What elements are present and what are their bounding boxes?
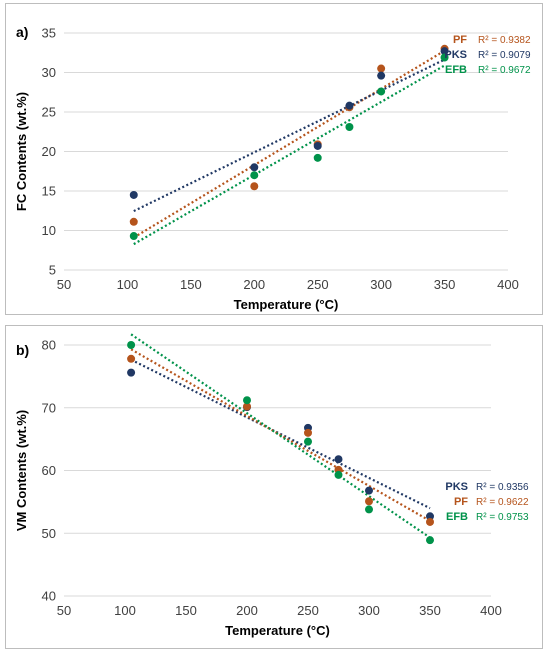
x-tick-label: 350 [419, 603, 441, 618]
data-point-pks [426, 512, 434, 521]
legend-r2-pks: R² = 0.9079 [478, 50, 531, 61]
data-point-efb [129, 232, 138, 241]
legend-name-efb: EFB [445, 64, 467, 76]
data-point-pks [377, 71, 386, 80]
legend-name-pks: PKS [445, 481, 468, 493]
legend-r2-efb: R² = 0.9672 [478, 65, 531, 76]
legend-r2-efb: R² = 0.9753 [476, 512, 529, 523]
data-point-efb [127, 341, 136, 349]
trendline-efb [133, 64, 446, 246]
fc-contents-chart: a) 5 10 15 20 25 30 35 50 100 150 200 250 300 350 400 Te… [14, 24, 531, 312]
data-point-efb [243, 396, 251, 405]
data-point-pks [127, 368, 136, 377]
legend-name-pks: PKS [444, 49, 467, 61]
data-point-efb [377, 87, 386, 96]
y-tick-label: 5 [49, 263, 56, 278]
trendline-pks [133, 58, 446, 213]
x-tick-label: 250 [297, 603, 319, 618]
x-tick-label: 400 [497, 277, 519, 292]
data-point-pf [250, 182, 259, 191]
data-point-pks [250, 163, 259, 172]
data-point-efb [365, 505, 373, 514]
data-point-pf [127, 354, 136, 363]
y-axis-title: VM Contents (wt.%) [14, 410, 29, 531]
legend-name-pf: PF [453, 34, 467, 46]
panel-label: b) [16, 342, 29, 358]
x-axis-title: Temperature (°C) [225, 623, 330, 638]
data-point-pks [334, 455, 343, 464]
data-point-efb [345, 123, 354, 132]
data-point-pf [129, 217, 138, 226]
legend-name-efb: EFB [446, 511, 468, 523]
x-tick-label: 300 [358, 603, 380, 618]
legend-r2-pf: R² = 0.9622 [476, 497, 529, 508]
y-tick-label: 10 [42, 223, 56, 238]
data-point-pf [304, 428, 312, 437]
y-tick-label: 80 [42, 338, 56, 353]
x-tick-label: 150 [180, 277, 202, 292]
x-tick-label: 50 [57, 277, 71, 292]
data-point-pks [345, 101, 354, 110]
panel-label: a) [16, 24, 28, 40]
trendline-efb [130, 333, 431, 539]
x-tick-label: 350 [434, 277, 456, 292]
x-tick-label: 300 [370, 277, 392, 292]
y-tick-label: 35 [42, 26, 56, 41]
chart-panel-b: b) 40 50 60 70 80 50 100 150 200 250 300 350 400 Tempe… [5, 325, 543, 649]
data-point-pf [243, 402, 251, 411]
data-point-pks [365, 486, 373, 495]
y-tick-label: 40 [42, 589, 56, 604]
data-point-pf [365, 497, 373, 506]
x-axis-title: Temperature (°C) [234, 297, 339, 312]
chart-panel-a: a) 5 10 15 20 25 30 35 50 100 150 200 250 300 350 400 Te… [5, 3, 543, 315]
legend-r2-pks: R² = 0.9356 [476, 482, 529, 493]
x-tick-label: 200 [236, 603, 258, 618]
legend-r2-pf: R² = 0.9382 [478, 35, 531, 46]
y-axis-title: FC Contents (wt.%) [14, 92, 29, 211]
data-point-efb [334, 470, 343, 479]
x-tick-label: 400 [480, 603, 502, 618]
y-tick-label: 25 [42, 105, 56, 120]
y-tick-label: 30 [42, 65, 56, 80]
x-tick-label: 50 [57, 603, 71, 618]
x-tick-label: 250 [307, 277, 329, 292]
data-point-pks [440, 47, 449, 56]
data-point-pks [129, 190, 138, 199]
y-tick-label: 15 [42, 184, 56, 199]
x-tick-label: 150 [175, 603, 197, 618]
data-point-efb [440, 53, 449, 62]
y-tick-label: 70 [42, 400, 56, 415]
y-tick-label: 50 [42, 526, 56, 541]
x-tick-label: 100 [117, 277, 139, 292]
data-point-efb [250, 171, 259, 180]
data-point-efb [313, 153, 322, 162]
data-point-pks [313, 141, 322, 150]
data-point-pf [426, 517, 434, 526]
data-point-pf [377, 64, 386, 73]
legend-name-pf: PF [454, 496, 468, 508]
x-tick-label: 100 [114, 603, 136, 618]
y-tick-label: 60 [42, 463, 56, 478]
data-point-efb [426, 536, 434, 545]
y-tick-label: 20 [42, 144, 56, 159]
x-tick-label: 200 [243, 277, 265, 292]
trendline-pf [133, 49, 446, 239]
data-point-efb [304, 437, 312, 446]
